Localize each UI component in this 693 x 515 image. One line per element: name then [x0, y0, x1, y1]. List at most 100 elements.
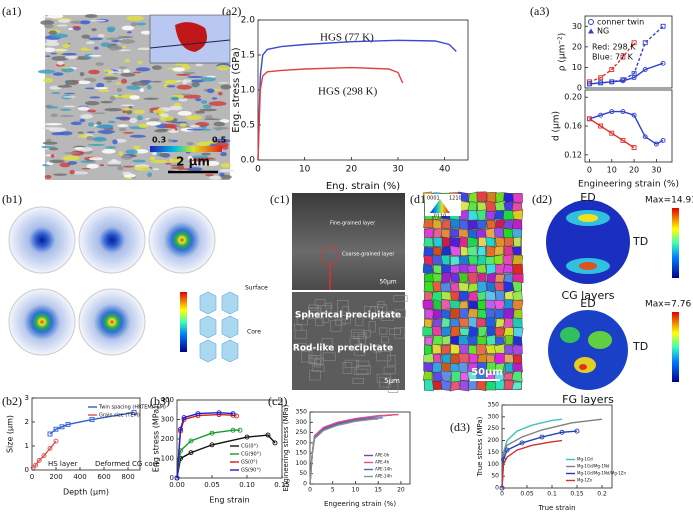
grain: [67, 161, 78, 165]
y-tick-label: 200: [161, 435, 174, 443]
marker: [65, 421, 71, 427]
grain: [117, 124, 129, 128]
grain: [213, 121, 226, 127]
grain: [42, 141, 58, 145]
grain: [64, 55, 79, 59]
marker: [598, 75, 604, 81]
legend-label: CG(0°): [241, 444, 258, 450]
grain: [121, 25, 135, 31]
grain: [219, 172, 225, 177]
grain: [126, 109, 133, 115]
grain: [105, 80, 112, 83]
marker: [631, 145, 637, 151]
y-tick-label: 0.16: [564, 122, 582, 131]
grain: [449, 282, 460, 292]
grain: [195, 98, 202, 102]
grain: [116, 87, 123, 93]
grain: [449, 317, 460, 328]
grain: [459, 371, 469, 381]
micrograph-a1: 0.3 0.5 2 μm: [37, 13, 235, 180]
grain: [48, 30, 57, 36]
grain: [86, 136, 95, 141]
x-tick-label: 800: [121, 473, 134, 481]
grain: [355, 315, 364, 326]
x-tick-label: 400: [73, 473, 86, 481]
y-axis-label: ρ (μm⁻²): [558, 33, 568, 71]
grain: [100, 100, 113, 104]
grain: [216, 64, 230, 71]
grain: [315, 317, 325, 326]
legend-label: APE-24h: [375, 474, 392, 479]
grain: [387, 380, 399, 393]
x-tick-label: 20: [346, 165, 358, 175]
grain: [389, 328, 401, 335]
grain: [321, 311, 329, 323]
grain: [511, 246, 522, 256]
grain: [97, 89, 110, 93]
grain: [440, 317, 451, 329]
marker: [519, 440, 525, 446]
marker: [631, 112, 637, 118]
grain: [42, 47, 56, 53]
grain: [493, 343, 506, 356]
series-line: [257, 66, 404, 161]
grain: [132, 159, 146, 163]
grain: [441, 291, 453, 301]
series-line: [589, 118, 635, 149]
series-line: [257, 39, 457, 161]
region-label: Spherical precipitate: [295, 311, 401, 321]
marker: [642, 40, 648, 46]
y-tick-label: 350: [488, 402, 500, 409]
grain: [37, 69, 56, 74]
grain: [160, 113, 169, 118]
grain: [512, 273, 524, 283]
grain: [350, 329, 365, 337]
grain: [200, 100, 208, 104]
grain: [423, 281, 434, 293]
grain: [187, 75, 204, 79]
grain: [198, 157, 214, 160]
grain: [130, 22, 138, 27]
grain: [205, 173, 214, 177]
grain: [486, 281, 497, 293]
annotation: Red: 298 K: [592, 43, 636, 52]
region-label: Coarse-grained layer: [342, 252, 395, 258]
grain: [494, 352, 506, 365]
y-tick-label: 0: [170, 474, 174, 482]
grain: [423, 318, 433, 328]
y-tick-label: 20: [572, 42, 582, 51]
pole-figure: [8, 206, 76, 274]
plot-frame: [176, 399, 283, 479]
grain: [476, 219, 488, 230]
grain: [395, 309, 406, 318]
grain: [50, 154, 55, 158]
grain: [115, 82, 121, 85]
legend-label: Mg-1Gd: [577, 457, 593, 462]
grain: [195, 63, 204, 67]
grain: [373, 344, 382, 353]
grain: [170, 128, 176, 134]
grain: [69, 169, 75, 175]
y-tick-label: 200: [488, 437, 500, 444]
grain: [137, 47, 152, 51]
grain: [449, 308, 461, 320]
grain: [493, 254, 505, 265]
grain: [432, 273, 442, 283]
grain: [513, 354, 523, 365]
grain: [356, 365, 371, 375]
grain: [352, 377, 364, 384]
grain: [95, 62, 105, 66]
grain: [61, 67, 74, 73]
grain: [57, 60, 64, 66]
series-line: [32, 440, 57, 469]
panel-label: (b1): [2, 192, 22, 206]
grain: [440, 272, 452, 284]
grain: [467, 236, 479, 248]
grain: [84, 14, 98, 19]
x-tick-label: 10: [607, 166, 617, 175]
x-tick-label: 0.1: [547, 491, 557, 498]
marker: [181, 415, 187, 420]
grain: [134, 149, 149, 154]
grain: [503, 345, 515, 355]
grain: [203, 118, 221, 121]
